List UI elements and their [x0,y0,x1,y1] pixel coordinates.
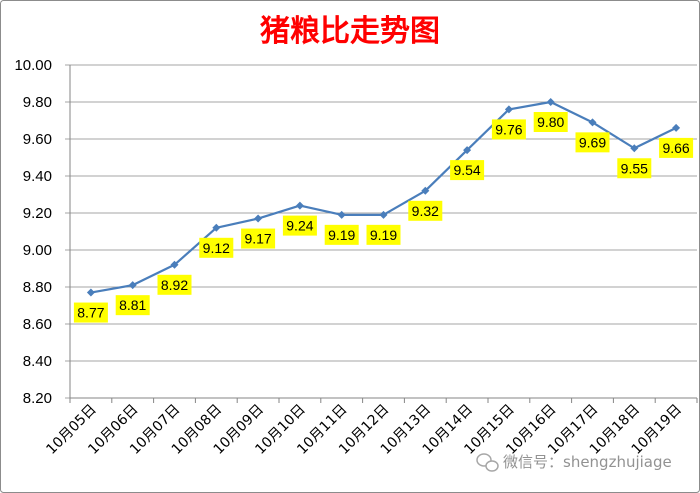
data-label-text: 9.69 [579,134,606,150]
data-point-marker [212,223,221,232]
data-label-background [450,160,485,181]
data-label-background [617,158,652,179]
data-label: 9.66 [659,137,694,158]
data-label-background [73,302,108,323]
data-label-text: 9.19 [370,227,397,243]
data-label-text: 9.32 [412,203,439,219]
data-label: 9.54 [450,160,485,181]
y-tick-labels: 10.00 9.80 9.60 9.40 9.20 9.00 8.80 8.60 8.40 8.2… [14,57,52,407]
data-point-marker [504,105,513,114]
data-point-marker [463,146,472,155]
data-point-marker [588,118,597,127]
y-tick-label: 9.40 [23,168,52,185]
data-point-marker [170,260,179,269]
y-tick-label: 8.60 [23,316,52,333]
wechat-icon [476,453,499,472]
data-label-text: 9.76 [495,121,522,137]
data-point-marker [379,210,388,219]
data-label-text: 9.24 [286,218,313,234]
data-label-text: 8.81 [119,297,146,313]
data-label-background [575,132,610,153]
data-label-text: 9.66 [662,140,689,156]
data-label: 9.80 [533,112,568,132]
y-tick-label: 10.00 [14,57,52,74]
data-label-text: 8.77 [77,305,104,321]
data-label-background [115,295,150,316]
data-label-text: 9.54 [453,162,480,178]
data-point-marker [546,98,555,106]
data-point-marker [128,281,137,290]
data-label-text: 8.92 [161,277,188,293]
data-label-text: 9.17 [244,231,271,247]
data-label: 8.92 [157,274,192,295]
data-label-text: 9.80 [537,114,564,130]
data-label: 8.77 [73,302,108,323]
data-point-marker [337,210,346,219]
data-label-background [199,237,234,258]
data-label-background [491,119,526,140]
data-label-background [659,137,694,158]
data-label-text: 9.19 [328,227,355,243]
data-point-marker [630,144,639,153]
y-tick-label: 9.20 [23,205,52,222]
data-label-background [408,200,443,221]
data-label: 9.17 [241,228,276,249]
y-tick-label: 9.60 [23,131,52,148]
data-point-marker [672,123,681,132]
data-label: 9.24 [282,215,317,236]
series-markers [86,98,681,297]
data-label-background [157,274,192,295]
data-label-background [533,112,568,132]
watermark-text: 微信号：shengzhujiage [503,453,672,471]
data-labels: 8.77 8.81 8.92 9.12 9.17 9.24 9.19 9.19 9.32 9.54… [73,112,694,323]
data-label: 9.12 [199,237,234,258]
data-label: 9.76 [491,119,526,140]
y-tick-label: 9.80 [23,94,52,111]
data-label: 9.19 [366,224,401,245]
data-label-background [282,215,317,236]
y-tick-label: 8.40 [23,353,52,370]
y-tick-label: 8.80 [23,279,52,296]
data-point-marker [295,201,304,210]
data-label: 9.69 [575,132,610,153]
data-label-text: 9.55 [621,160,648,176]
data-label-background [324,224,359,245]
data-label: 9.19 [324,224,359,245]
data-label: 9.32 [408,200,443,221]
data-label: 9.55 [617,158,652,179]
data-point-marker [86,288,95,297]
data-point-marker [421,186,430,195]
y-tick-label: 8.20 [23,390,52,407]
data-label-text: 9.12 [203,240,230,256]
data-label: 8.81 [115,295,150,316]
chart-title: 猪粮比走势图 [260,14,440,49]
watermark: 微信号：shengzhujiage [476,453,672,472]
data-label-background [366,224,401,245]
axes [69,65,698,403]
y-tick-label: 9.00 [23,242,52,259]
data-label-background [241,228,276,249]
data-point-marker [254,214,263,223]
